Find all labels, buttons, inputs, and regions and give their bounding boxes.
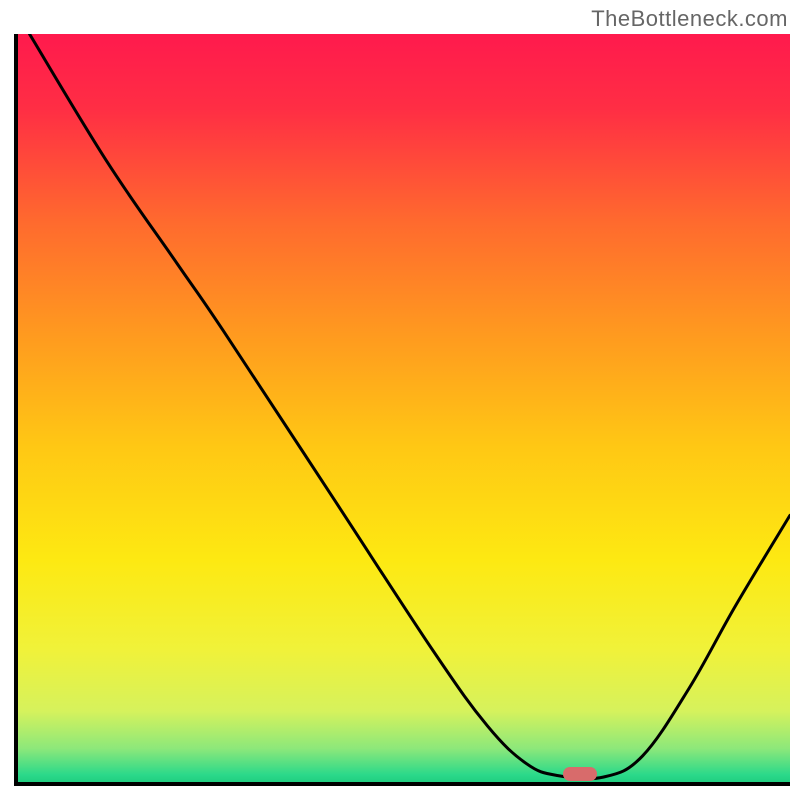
watermark-text: TheBottleneck.com [591, 6, 788, 32]
optimum-marker [563, 767, 597, 781]
bottleneck-curve [14, 34, 790, 786]
bottleneck-chart [14, 34, 790, 786]
y-axis [14, 34, 18, 786]
x-axis [14, 782, 790, 786]
